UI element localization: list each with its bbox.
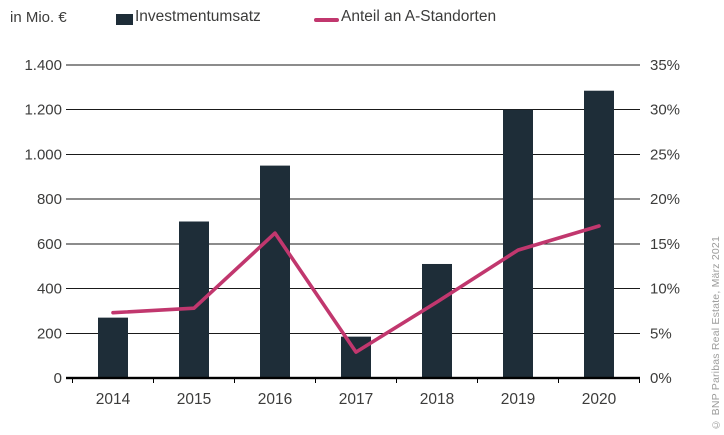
x-category-label: 2017 xyxy=(339,391,373,408)
x-category-label: 2020 xyxy=(582,391,617,408)
x-category-label: 2016 xyxy=(258,391,292,408)
y-right-tick-label: 20% xyxy=(650,191,680,208)
y-left-tick-label: 400 xyxy=(37,281,62,298)
legend-line-label: Anteil an A-Standorten xyxy=(341,8,497,25)
legend-bar-label: Investmentumsatz xyxy=(135,8,261,25)
x-category-label: 2015 xyxy=(177,391,211,408)
y-left-tick-label: 1.200 xyxy=(24,102,62,119)
y-left-tick-label: 600 xyxy=(37,236,62,253)
bar-2016 xyxy=(260,165,290,378)
x-axis-line xyxy=(66,376,640,380)
y-right-tick-label: 15% xyxy=(650,236,680,253)
axis-unit-label: in Mio. € xyxy=(10,9,67,26)
bar-2014 xyxy=(98,317,128,378)
bar-2020 xyxy=(584,90,614,378)
y-right-tick-label: 0% xyxy=(650,370,672,387)
y-left-tick-label: 0 xyxy=(54,370,62,387)
x-category-label: 2014 xyxy=(96,391,131,408)
y-right-tick-label: 5% xyxy=(650,325,672,342)
y-right-tick-label: 10% xyxy=(650,281,680,298)
copyright-note: © BNP Paribas Real Estate, März 2021 xyxy=(710,236,722,431)
x-category-label: 2019 xyxy=(501,391,535,408)
bar-2019 xyxy=(503,109,533,378)
bar-2018 xyxy=(422,263,452,378)
bar-2017 xyxy=(341,336,371,378)
y-right-tick-label: 30% xyxy=(650,102,680,119)
x-category-label: 2018 xyxy=(420,391,454,408)
y-left-tick-label: 1.000 xyxy=(24,146,62,163)
y-right-tick-label: 35% xyxy=(650,57,680,74)
y-right-tick-label: 25% xyxy=(650,146,680,163)
legend-line-swatch-icon xyxy=(314,18,339,22)
y-left-tick-label: 200 xyxy=(37,325,62,342)
share-line xyxy=(111,224,601,354)
y-left-tick-label: 800 xyxy=(37,191,62,208)
legend-bar-swatch-icon xyxy=(116,14,133,25)
y-left-tick-label: 1.400 xyxy=(24,57,62,74)
